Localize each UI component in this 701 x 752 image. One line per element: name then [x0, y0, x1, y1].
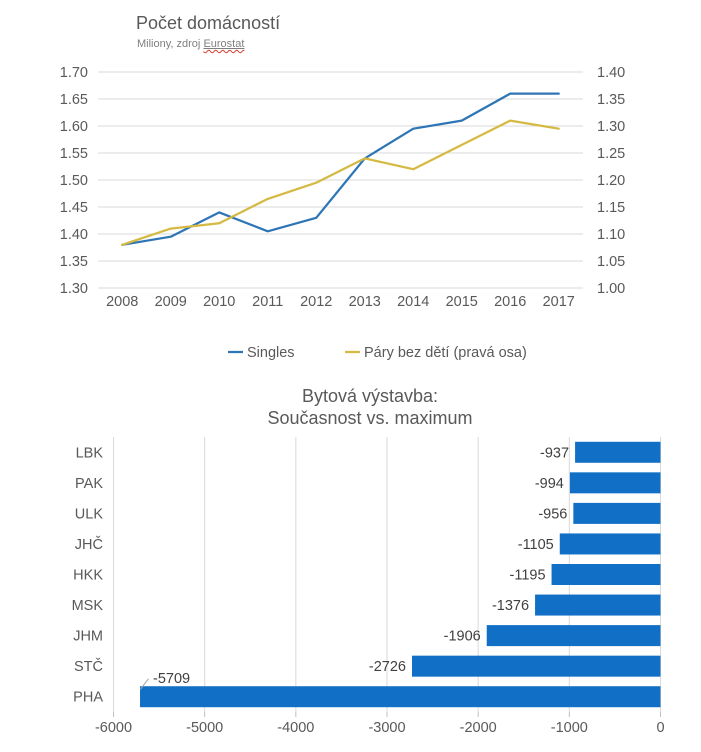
line-chart-subtitle: Miliony, zdroj Eurostat — [137, 38, 244, 51]
value-axis-tick-label: -1000 — [551, 720, 588, 736]
bar-chart-title: Bytová výstavba: Současnost vs. maximum — [20, 385, 701, 429]
left-axis-tick-label: 1.60 — [60, 119, 88, 135]
category-label: JHČ — [75, 536, 103, 553]
subtitle-eurostat-link: Eurostat — [203, 38, 244, 50]
left-axis-tick-label: 1.30 — [60, 281, 88, 297]
bar-ulk — [573, 502, 661, 524]
right-axis-tick-label: 1.00 — [597, 281, 625, 297]
bar-pak — [569, 472, 661, 494]
value-axis-tick-label: -2000 — [460, 720, 497, 736]
line-chart-plot: 1.70 1.40 1.65 1.35 1.60 1.30 1.55 1.25 1.50 1.20… — [60, 65, 625, 361]
right-axis-tick-label: 1.25 — [597, 146, 625, 162]
left-axis-tick-label: 1.40 — [60, 227, 88, 243]
right-axis-tick-label: 1.05 — [597, 254, 625, 270]
bar-chart-plot: -6000 -5000 -4000 -3000 -2000 -1000 0 LBK -937 PA… — [72, 437, 665, 736]
right-axis-tick-label: 1.20 — [597, 173, 625, 189]
right-axis-tick-label: 1.40 — [597, 65, 625, 81]
category-label: STČ — [74, 658, 103, 675]
bar-value-label: -1195 — [510, 568, 546, 584]
year-tick-label: 2014 — [397, 294, 429, 310]
right-axis-tick-label: 1.15 — [597, 200, 625, 216]
bar-pha — [140, 686, 661, 708]
bar-value-label: -1906 — [444, 629, 481, 645]
category-label: LBK — [76, 445, 104, 461]
left-axis-tick-label: 1.50 — [60, 173, 88, 189]
bar-hkk — [551, 564, 661, 585]
value-axis-tick-label: -6000 — [95, 720, 132, 736]
series-line-pary-bez-deti — [121, 119, 560, 246]
year-tick-label: 2015 — [446, 294, 478, 310]
category-label: PAK — [75, 476, 103, 492]
category-label: JHM — [73, 629, 103, 645]
right-axis-tick-label: 1.35 — [597, 92, 625, 108]
left-axis-tick-label: 1.65 — [60, 92, 88, 108]
left-axis-tick-label: 1.55 — [60, 146, 88, 162]
bar-value-label: -994 — [535, 476, 564, 492]
subtitle-eurostat-text: Eurostat — [203, 38, 245, 50]
value-label-leader-line — [140, 678, 149, 690]
year-tick-label: 2008 — [106, 294, 138, 310]
year-tick-label: 2011 — [252, 294, 283, 310]
bar-stč — [411, 655, 661, 677]
bar-value-label: -2726 — [369, 659, 406, 675]
series-line-singles — [121, 92, 560, 246]
bar-value-label: -1105 — [518, 537, 554, 553]
right-axis-tick-label: 1.30 — [597, 119, 625, 135]
bar-lbk — [575, 441, 661, 463]
left-axis-tick-label: 1.45 — [60, 200, 88, 216]
value-axis-tick-label: -3000 — [368, 720, 405, 736]
category-label: PHA — [73, 690, 103, 706]
bar-chart-title-line1: Bytová výstavba: — [301, 386, 439, 406]
bar-jhm — [486, 625, 661, 647]
category-label: MSK — [72, 598, 104, 614]
year-tick-label: 2009 — [155, 294, 187, 310]
bar-value-label: -1376 — [492, 598, 529, 614]
year-tick-label: 2012 — [300, 294, 332, 310]
year-tick-label: 2016 — [494, 294, 526, 310]
line-chart-subtitle-text: Miliony, zdroj — [137, 38, 204, 50]
bar-jhč — [559, 533, 661, 555]
year-tick-label: 2010 — [203, 294, 235, 310]
bar-value-label: -937 — [540, 445, 569, 461]
left-axis-tick-label: 1.35 — [60, 254, 88, 270]
year-tick-label: 2017 — [543, 294, 575, 310]
year-tick-label: 2013 — [349, 294, 381, 310]
value-axis-tick-label: -5000 — [186, 720, 223, 736]
bar-value-label: -5709 — [153, 671, 190, 687]
right-axis-tick-label: 1.10 — [597, 227, 625, 243]
category-label: ULK — [75, 506, 104, 522]
value-axis-tick-label: 0 — [656, 720, 664, 736]
category-label: HKK — [73, 568, 103, 584]
line-chart-title: Počet domácností — [136, 13, 281, 33]
bar-msk — [535, 594, 661, 616]
legend-label-pary-bez-deti: Páry bez dětí (pravá osa) — [364, 345, 527, 361]
bar-value-label: -956 — [538, 506, 567, 522]
value-axis-tick-label: -4000 — [277, 720, 314, 736]
left-axis-tick-label: 1.70 — [60, 65, 88, 81]
bar-chart-title-line2: Současnost vs. maximum — [267, 408, 473, 428]
legend-label-singles: Singles — [247, 345, 295, 361]
